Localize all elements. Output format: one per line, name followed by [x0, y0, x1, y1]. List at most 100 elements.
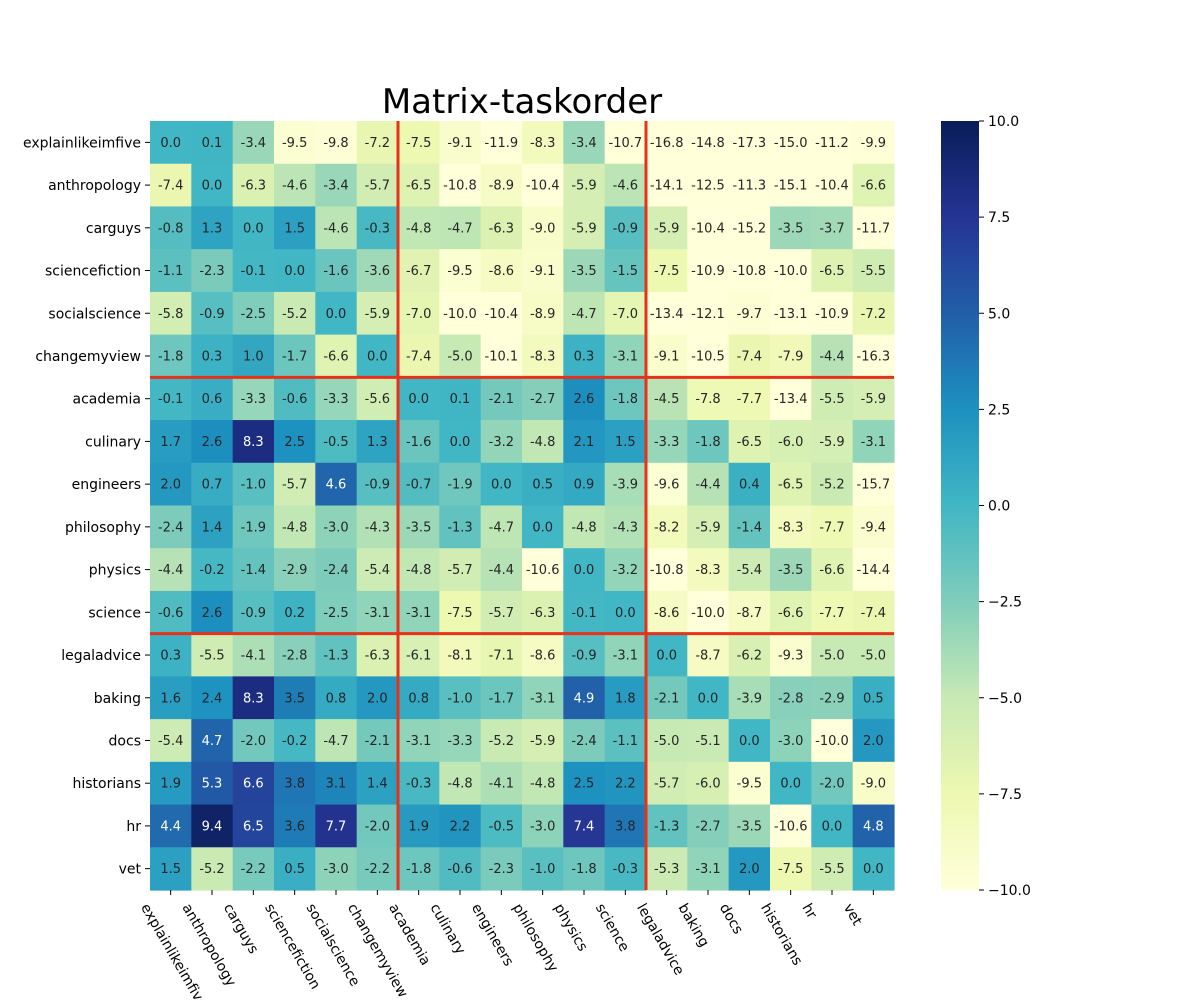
cell-value-label: -9.3 — [778, 649, 803, 664]
heatmap-cell — [770, 334, 812, 378]
cell-value-label: -14.1 — [650, 179, 684, 194]
cell-value-label: -1.9 — [241, 520, 266, 535]
heatmap-cell — [728, 420, 771, 464]
cell-value-label: -1.0 — [530, 862, 555, 877]
cell-value-label: 0.0 — [574, 563, 595, 578]
heatmap-cell — [480, 121, 523, 165]
cell-value-label: -5.5 — [861, 264, 886, 279]
cell-value-label: 1.5 — [615, 435, 636, 450]
cell-value-label: -1.0 — [447, 691, 472, 706]
cell-value-label: 6.5 — [243, 819, 264, 834]
cell-value-label: -9.9 — [861, 136, 886, 151]
heatmap-cell — [728, 590, 771, 635]
cell-value-label: -9.0 — [861, 777, 886, 792]
cell-value-label: -6.7 — [406, 264, 431, 279]
heatmap-cell — [522, 462, 564, 507]
cell-value-label: 0.2 — [284, 606, 305, 621]
cell-value-label: -3.0 — [323, 520, 348, 535]
cell-value-label: -10.0 — [443, 307, 477, 322]
cell-value-label: -6.6 — [323, 349, 348, 364]
heatmap-cell — [232, 420, 275, 464]
heatmap-cell — [770, 676, 812, 720]
heatmap-cell — [728, 249, 771, 293]
heatmap-cell — [398, 633, 440, 677]
cell-value-label: 1.5 — [284, 221, 305, 236]
colorbar-tick-label: 2.5 — [988, 402, 1010, 418]
heatmap-cell — [646, 462, 688, 507]
heatmap-cell — [191, 249, 234, 293]
heatmap-cell — [191, 206, 234, 250]
heatmap-cell — [315, 676, 358, 720]
heatmap-cell — [274, 121, 316, 165]
cell-value-label: -10.4 — [815, 179, 849, 194]
cell-value-label: 2.6 — [574, 392, 595, 407]
heatmap-cell — [398, 121, 440, 165]
cell-value-label: -1.3 — [654, 819, 679, 834]
cell-value-label: -10.9 — [691, 264, 725, 279]
cell-value-label: 0.5 — [532, 478, 553, 493]
heatmap-cell — [563, 590, 606, 635]
cell-value-label: -0.9 — [365, 478, 390, 493]
cell-value-label: -3.3 — [323, 392, 348, 407]
cell-value-label: -5.7 — [365, 179, 390, 194]
heatmap-cell — [356, 719, 399, 763]
cell-value-label: -2.2 — [365, 862, 390, 877]
cell-value-label: 0.0 — [243, 221, 264, 236]
heatmap-cell — [150, 633, 192, 677]
cell-value-label: -1.8 — [613, 392, 638, 407]
x-tick-label: culinary — [427, 901, 469, 957]
heatmap-cell — [398, 548, 440, 592]
heatmap-cell — [150, 719, 192, 763]
heatmap-cell — [770, 249, 812, 293]
cell-value-label: -3.0 — [323, 862, 348, 877]
cell-value-label: -10.1 — [485, 349, 519, 364]
cell-value-label: -5.6 — [365, 392, 390, 407]
cell-value-label: -5.2 — [819, 478, 844, 493]
cell-value-label: -9.1 — [654, 349, 679, 364]
y-tick-labels: explainlikeimfive anthropology carguys scie… — [23, 135, 150, 878]
cell-value-label: -4.8 — [447, 777, 472, 792]
cell-value-label: -5.8 — [158, 307, 183, 322]
heatmap-cell — [150, 206, 192, 250]
y-tick-label: explainlikeimfive — [23, 135, 141, 151]
heatmap-cell — [315, 334, 358, 378]
y-tick-label: sciencefiction — [45, 264, 141, 280]
heatmap-cell — [646, 548, 688, 592]
cell-value-label: 3.8 — [284, 777, 305, 792]
cell-value-label: -7.7 — [737, 392, 762, 407]
heatmap-cell — [852, 590, 895, 635]
colorbar-tick-label: −5.0 — [988, 691, 1022, 707]
cell-value-label: -8.6 — [654, 606, 679, 621]
cell-value-label: 2.2 — [615, 777, 636, 792]
heatmap-cell — [687, 505, 730, 549]
heatmap-cell — [687, 334, 730, 378]
heatmap-cell — [398, 462, 440, 507]
cell-value-label: -1.1 — [613, 734, 638, 749]
heatmap-cell — [852, 633, 895, 677]
heatmap-cell — [191, 462, 234, 507]
heatmap-cell — [852, 462, 895, 507]
cell-value-label: 1.4 — [202, 520, 223, 535]
cell-value-label: -9.5 — [447, 264, 472, 279]
cell-value-label: 1.3 — [367, 435, 388, 450]
cell-value-label: 0.0 — [739, 734, 760, 749]
heatmap-cell — [232, 249, 275, 293]
cell-value-label: 0.9 — [574, 478, 595, 493]
cell-value-label: 0.0 — [532, 520, 553, 535]
y-tick-label: philosophy — [65, 520, 141, 536]
heatmap-cell — [563, 163, 606, 208]
heatmap-cell — [480, 804, 523, 848]
heatmap-cell — [728, 462, 771, 507]
heatmap-cell — [811, 334, 854, 378]
cell-value-label: -3.5 — [737, 819, 762, 834]
heatmap-cell — [728, 121, 771, 165]
cell-value-label: -10.0 — [691, 606, 725, 621]
cell-value-label: -15.7 — [857, 478, 891, 493]
cell-value-label: 0.4 — [739, 478, 760, 493]
heatmap-cell — [150, 590, 192, 635]
cell-value-label: -1.8 — [158, 349, 183, 364]
heatmap-cell — [646, 121, 688, 165]
heatmap-cell — [150, 334, 192, 378]
heatmap-cell — [398, 847, 440, 891]
